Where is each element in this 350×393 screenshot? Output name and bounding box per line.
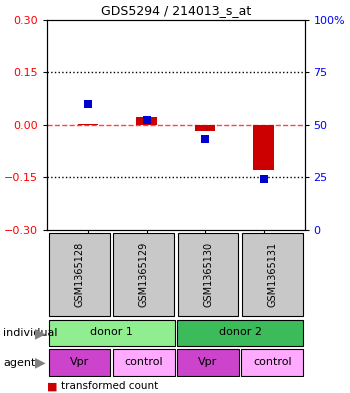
Text: GSM1365129: GSM1365129 <box>139 241 149 307</box>
Text: GSM1365130: GSM1365130 <box>203 242 213 307</box>
Bar <box>241 349 303 376</box>
Bar <box>177 349 239 376</box>
Text: ▶: ▶ <box>35 326 46 340</box>
Bar <box>136 117 157 125</box>
Bar <box>113 233 174 316</box>
Text: transformed count: transformed count <box>61 381 159 391</box>
Text: control: control <box>124 357 163 367</box>
Text: donor 2: donor 2 <box>219 327 262 338</box>
Bar <box>195 125 215 131</box>
Text: GSM1365131: GSM1365131 <box>267 242 277 307</box>
Text: GSM1365128: GSM1365128 <box>75 241 84 307</box>
Bar <box>78 124 98 125</box>
Text: ■: ■ <box>47 381 58 391</box>
Bar <box>178 233 238 316</box>
Bar <box>253 125 274 170</box>
Text: agent: agent <box>4 358 36 367</box>
Text: ▶: ▶ <box>35 356 46 369</box>
Text: individual: individual <box>4 328 58 338</box>
Bar <box>49 320 175 346</box>
Text: donor 1: donor 1 <box>90 327 133 338</box>
Bar <box>177 320 303 346</box>
Text: control: control <box>253 357 292 367</box>
Bar <box>113 349 175 376</box>
Bar <box>242 233 302 316</box>
Text: Vpr: Vpr <box>70 357 89 367</box>
Text: Vpr: Vpr <box>198 357 218 367</box>
Bar <box>49 349 110 376</box>
Title: GDS5294 / 214013_s_at: GDS5294 / 214013_s_at <box>101 4 251 17</box>
Bar <box>49 233 110 316</box>
